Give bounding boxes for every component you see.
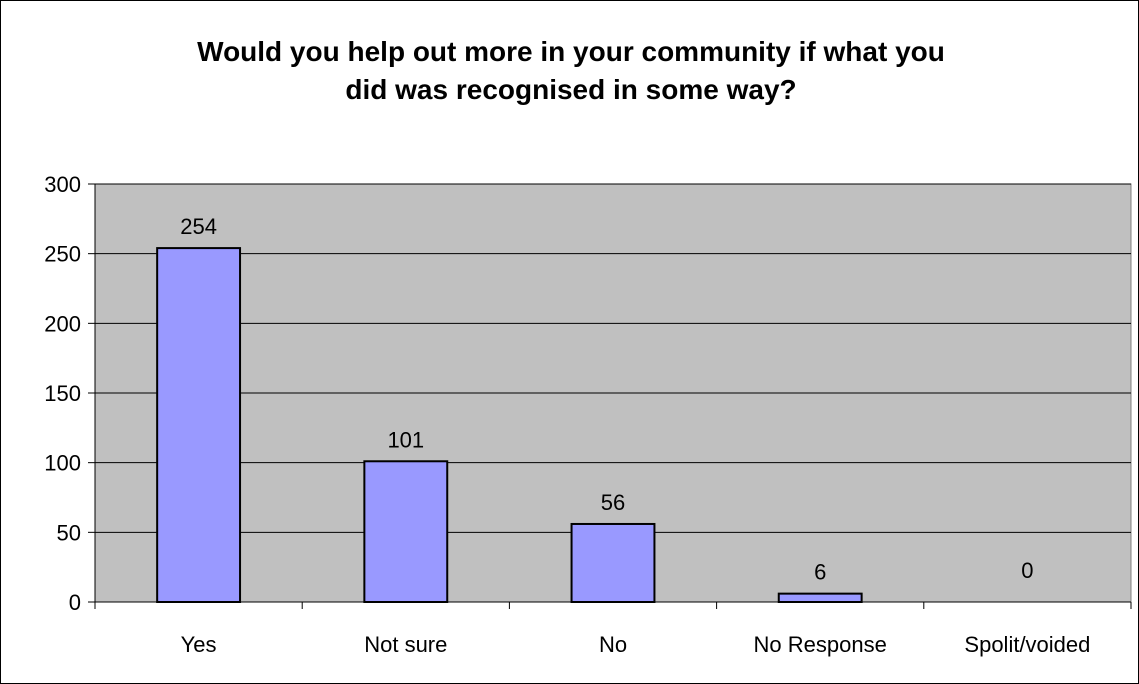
y-tick-label: 100: [44, 451, 81, 476]
chart-title: Would you help out more in your communit…: [61, 33, 1081, 109]
x-tick-label: Spolit/voided: [964, 632, 1090, 657]
bar: [570, 522, 656, 603]
y-tick-label: 150: [44, 381, 81, 406]
y-tick-label: 300: [44, 172, 81, 197]
chart-title-line-2: did was recognised in some way?: [345, 74, 797, 105]
bar: [156, 247, 242, 604]
y-tick-label: 200: [44, 311, 81, 336]
bar: [363, 460, 449, 604]
x-tick-label: No: [599, 632, 627, 657]
data-label: 254: [180, 214, 217, 239]
bar: [777, 592, 863, 604]
data-label: 6: [814, 560, 826, 585]
data-label: 0: [1021, 558, 1033, 583]
y-tick-label: 250: [44, 242, 81, 267]
y-tick-label: 0: [69, 590, 81, 615]
data-label: 101: [387, 427, 424, 452]
x-tick-label: Not sure: [364, 632, 447, 657]
x-tick-label: Yes: [181, 632, 217, 657]
x-tick-label: No Response: [754, 632, 887, 657]
data-label: 56: [601, 490, 625, 515]
y-tick-label: 50: [57, 520, 81, 545]
chart-title-line-1: Would you help out more in your communit…: [197, 36, 945, 67]
